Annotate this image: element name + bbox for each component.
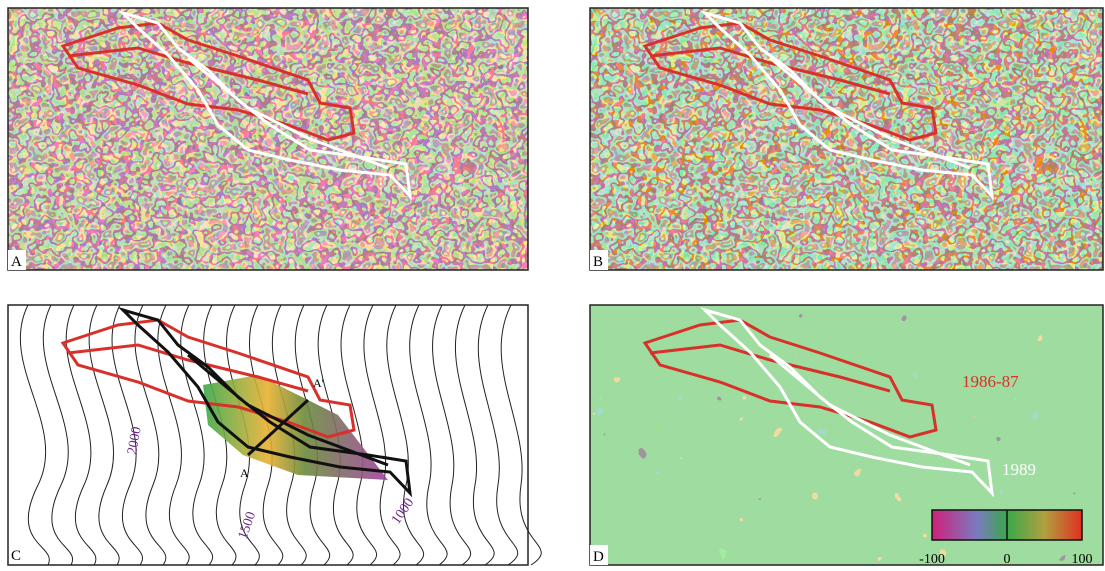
contour-line — [386, 304, 425, 566]
frame — [7, 7, 529, 271]
panel-d: 1986-87 1989 -100 0 100 D — [589, 304, 1104, 567]
profile-label: A' — [313, 376, 324, 390]
panel-c: 2000 1500 1000 A A' C — [7, 304, 542, 566]
contour-line — [42, 304, 74, 566]
contour-line — [157, 304, 190, 566]
contour-line — [500, 304, 542, 566]
colorbar-tick: -100 — [919, 552, 945, 566]
label-box — [590, 250, 608, 270]
interferogram — [590, 8, 1103, 270]
contour-line — [65, 304, 97, 566]
contour-line — [203, 304, 237, 566]
contour-line — [248, 304, 284, 566]
panel-b: B — [589, 7, 1104, 271]
contour-line — [180, 304, 214, 566]
colorbar-tick: 0 — [1004, 552, 1011, 566]
contour-line — [477, 304, 519, 566]
contour-label: 2000 — [125, 426, 145, 456]
contour-line — [19, 304, 50, 566]
contour-line — [226, 304, 260, 566]
contour-line — [455, 304, 495, 566]
label-box — [590, 545, 608, 565]
panel-label: D — [593, 549, 604, 565]
contour-line — [271, 304, 307, 566]
contour-line — [294, 304, 331, 566]
contour-line — [340, 304, 377, 566]
contour-line — [111, 304, 143, 566]
flow-label: 1989 — [1002, 460, 1036, 479]
contour-line — [409, 304, 448, 566]
contour-line — [317, 304, 354, 566]
frame — [589, 7, 1104, 271]
panel-label: B — [593, 254, 603, 270]
frame — [7, 304, 529, 566]
contour-line — [88, 304, 120, 566]
profile-label: A — [240, 466, 249, 480]
flow-label: 1986-87 — [962, 372, 1019, 391]
colorbar-tick: 100 — [1072, 552, 1093, 566]
panel-a: A — [7, 7, 529, 271]
panel-label: C — [11, 548, 21, 564]
panel-label: A — [11, 254, 22, 270]
interferogram — [8, 8, 528, 270]
label-box — [8, 250, 26, 270]
contour-line — [432, 304, 472, 566]
contour-line — [134, 304, 167, 566]
frame — [589, 304, 1104, 566]
